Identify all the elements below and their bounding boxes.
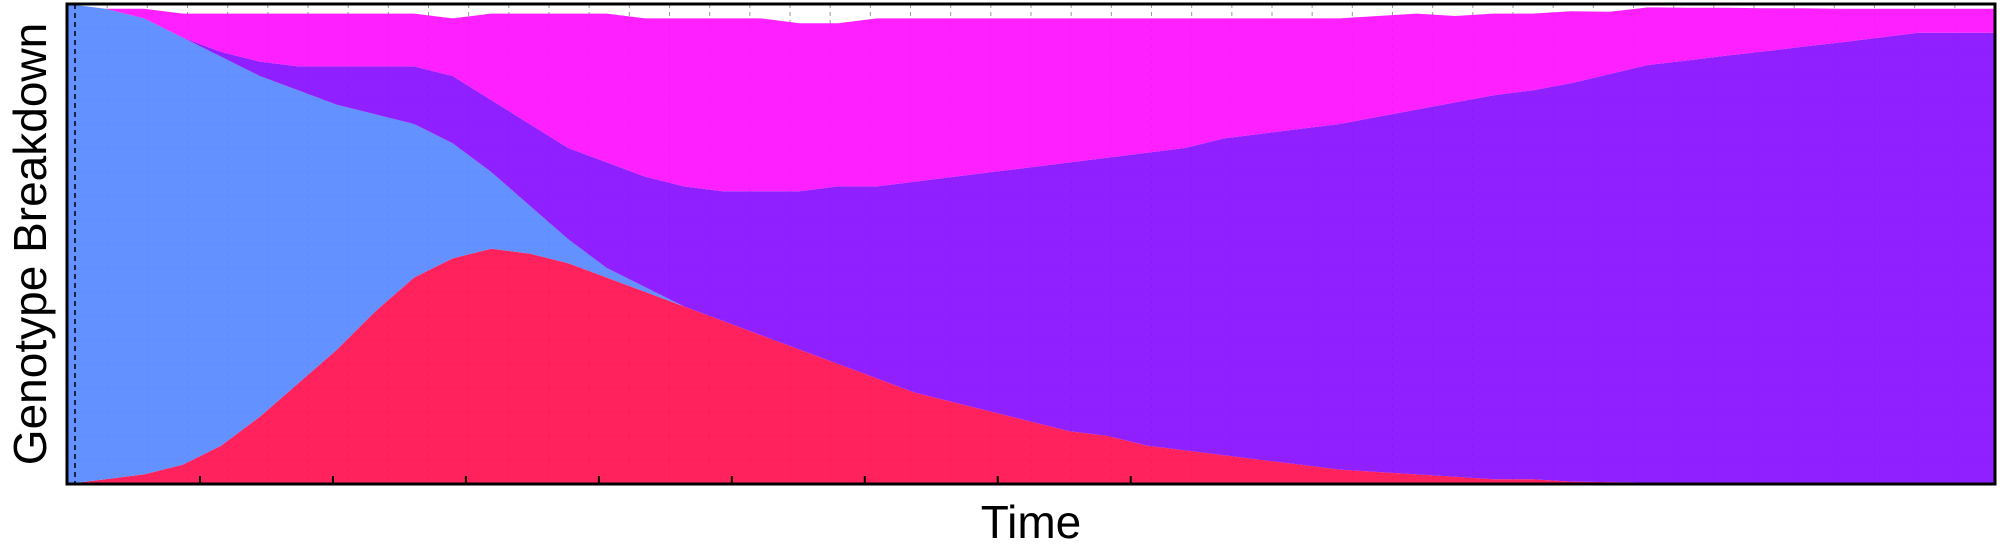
series-area-1	[67, 248, 1995, 484]
x-axis-label: Time	[981, 496, 1082, 548]
plot-frame	[65, 2, 1997, 486]
y-axis-label: Genotype Breakdown	[4, 23, 56, 465]
series-area-2	[67, 4, 1995, 484]
x-axis-ticks	[198, 476, 1132, 484]
series-area-4	[67, 4, 1995, 192]
series-areas	[67, 4, 1995, 484]
series-area-3	[67, 4, 1995, 484]
